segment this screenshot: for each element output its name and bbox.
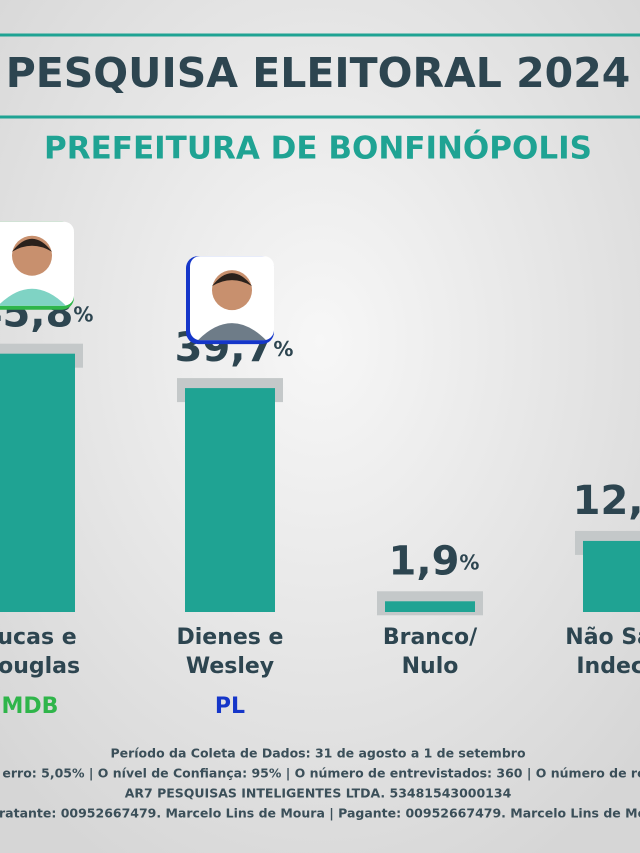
bar	[583, 540, 640, 612]
candidate-hair	[212, 273, 252, 287]
candidate-shirt	[0, 288, 66, 306]
value-unit: %	[459, 550, 479, 574]
value-unit: %	[273, 337, 293, 361]
value-label: 12,6%	[573, 478, 640, 524]
candidate-shirt	[198, 323, 266, 341]
category-label: Dienes e	[177, 625, 284, 650]
value-number: 1,9	[389, 538, 460, 584]
bar	[0, 353, 75, 612]
footer-text: Período da Coleta de Dados: 31 de agosto…	[110, 746, 525, 761]
bar	[385, 601, 475, 612]
category-label: Nulo	[402, 654, 459, 679]
category-label: Não Sabe/	[565, 625, 640, 650]
category-label: Indeciso	[576, 654, 640, 679]
category-label: Wesley	[186, 654, 274, 679]
footer-text: Contratante: 00952667479. Marcelo Lins d…	[0, 806, 640, 821]
party-label: MDB	[2, 694, 59, 719]
footer-text: AR7 PESQUISAS INTELIGENTES LTDA. 5348154…	[125, 786, 512, 801]
value-label: 1,9%	[389, 538, 480, 584]
value-unit: %	[73, 302, 93, 326]
chart-subtitle: PREFEITURA DE BONFINÓPOLIS	[44, 130, 592, 167]
chart-title: PESQUISA ELEITORAL 2024	[6, 49, 631, 97]
bar	[185, 388, 275, 612]
category-label: Branco/	[383, 625, 478, 650]
value-number: 12,6	[573, 478, 640, 524]
category-label: Douglas	[0, 654, 80, 679]
candidate-hair	[12, 238, 52, 252]
footer-text: Margem de erro: 5,05% | O nível de Confi…	[0, 766, 640, 781]
category-label: Lucas e	[0, 625, 77, 650]
party-label: PL	[215, 694, 245, 719]
